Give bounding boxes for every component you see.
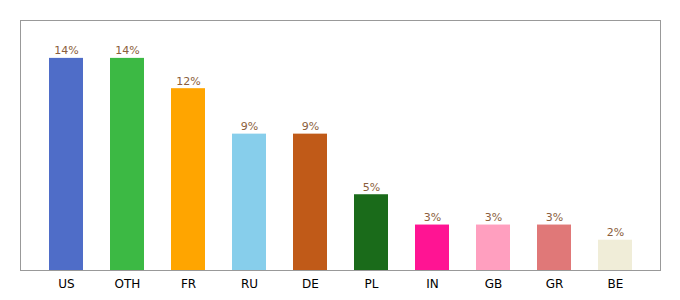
svg-text:OTH: OTH <box>115 277 141 291</box>
svg-text:GB: GB <box>485 277 503 291</box>
svg-text:US: US <box>58 277 74 291</box>
svg-text:9%: 9% <box>241 120 258 133</box>
svg-text:3%: 3% <box>485 211 502 224</box>
svg-text:5%: 5% <box>363 181 380 194</box>
svg-text:BE: BE <box>608 277 624 291</box>
svg-text:FR: FR <box>181 277 196 291</box>
svg-text:RU: RU <box>241 277 258 291</box>
svg-text:3%: 3% <box>424 211 441 224</box>
svg-text:GR: GR <box>546 277 564 291</box>
svg-text:3%: 3% <box>546 211 563 224</box>
svg-text:IN: IN <box>426 277 439 291</box>
svg-text:2%: 2% <box>607 226 624 239</box>
svg-text:9%: 9% <box>302 120 319 133</box>
svg-text:12%: 12% <box>176 75 200 88</box>
svg-text:14%: 14% <box>54 44 78 57</box>
svg-text:14%: 14% <box>115 44 139 57</box>
svg-text:DE: DE <box>302 277 319 291</box>
svg-text:PL: PL <box>365 277 379 291</box>
